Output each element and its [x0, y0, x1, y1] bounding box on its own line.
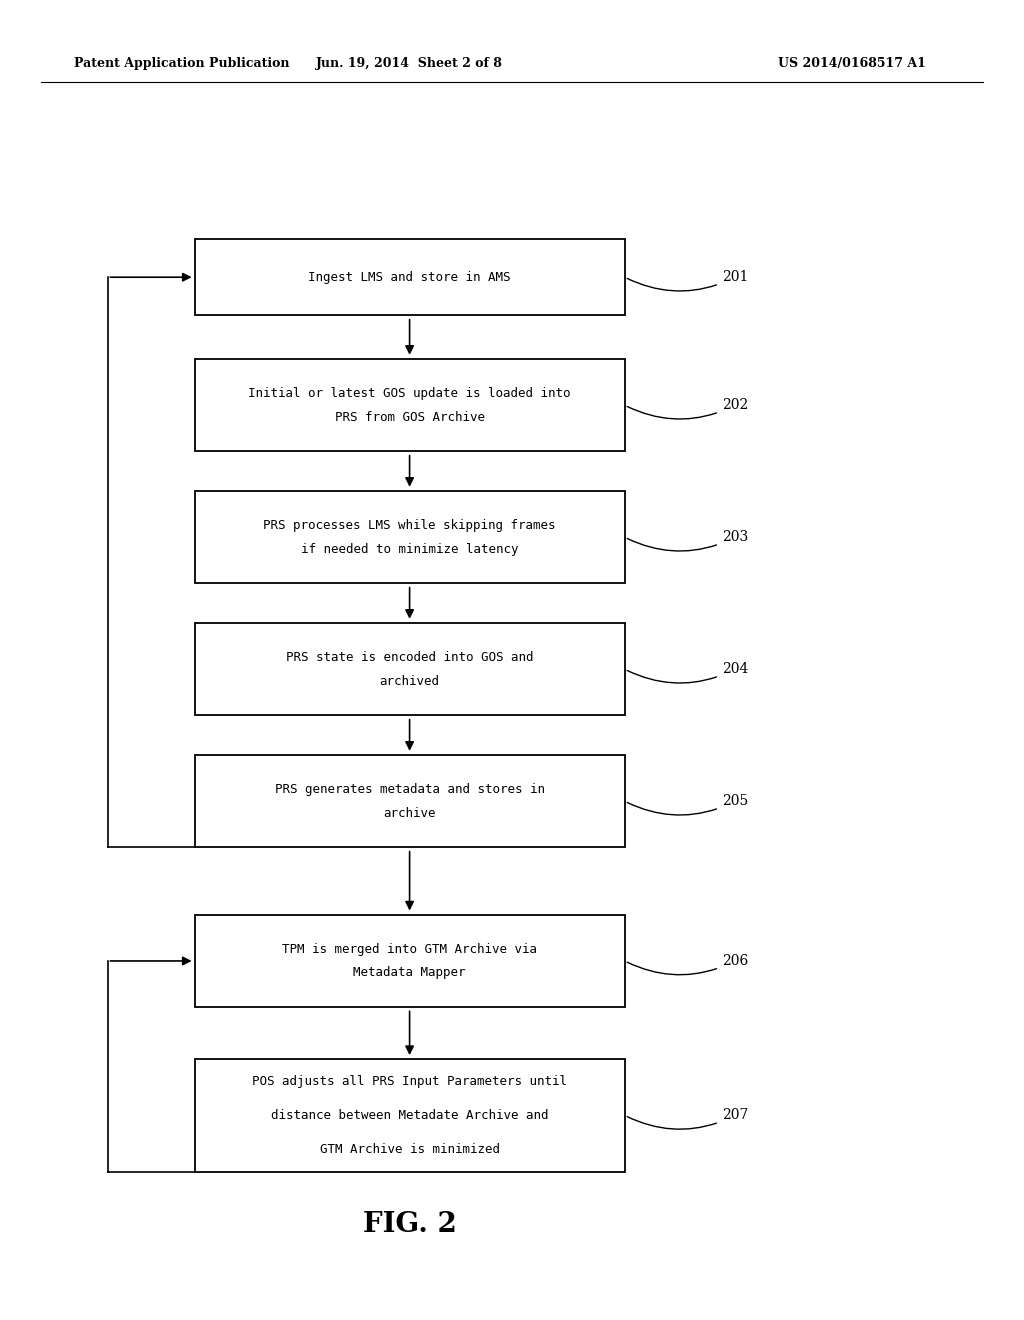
Text: Ingest LMS and store in AMS: Ingest LMS and store in AMS — [308, 271, 511, 284]
FancyBboxPatch shape — [195, 755, 625, 847]
Text: if needed to minimize latency: if needed to minimize latency — [301, 543, 518, 556]
Text: 205: 205 — [627, 795, 749, 814]
Text: FIG. 2: FIG. 2 — [362, 1212, 457, 1238]
Text: 201: 201 — [627, 271, 749, 290]
Text: 204: 204 — [627, 663, 749, 682]
Text: distance between Metadate Archive and: distance between Metadate Archive and — [271, 1109, 548, 1122]
Text: PRS generates metadata and stores in: PRS generates metadata and stores in — [274, 783, 545, 796]
FancyBboxPatch shape — [195, 623, 625, 715]
Text: PRS state is encoded into GOS and: PRS state is encoded into GOS and — [286, 651, 534, 664]
Text: POS adjusts all PRS Input Parameters until: POS adjusts all PRS Input Parameters unt… — [252, 1074, 567, 1088]
FancyBboxPatch shape — [195, 491, 625, 583]
Text: US 2014/0168517 A1: US 2014/0168517 A1 — [778, 57, 926, 70]
Text: TPM is merged into GTM Archive via: TPM is merged into GTM Archive via — [282, 942, 538, 956]
Text: Jun. 19, 2014  Sheet 2 of 8: Jun. 19, 2014 Sheet 2 of 8 — [316, 57, 503, 70]
Text: 202: 202 — [627, 399, 749, 418]
Text: PRS from GOS Archive: PRS from GOS Archive — [335, 411, 484, 424]
FancyBboxPatch shape — [195, 915, 625, 1007]
Text: GTM Archive is minimized: GTM Archive is minimized — [319, 1143, 500, 1156]
Text: 206: 206 — [627, 954, 749, 974]
Text: archive: archive — [383, 807, 436, 820]
FancyBboxPatch shape — [195, 359, 625, 451]
Text: Metadata Mapper: Metadata Mapper — [353, 966, 466, 979]
FancyBboxPatch shape — [195, 239, 625, 315]
Text: Initial or latest GOS update is loaded into: Initial or latest GOS update is loaded i… — [249, 387, 570, 400]
Text: PRS processes LMS while skipping frames: PRS processes LMS while skipping frames — [263, 519, 556, 532]
FancyBboxPatch shape — [195, 1059, 625, 1172]
Text: archived: archived — [380, 675, 439, 688]
Text: 207: 207 — [627, 1109, 749, 1129]
Text: 203: 203 — [627, 531, 749, 550]
Text: Patent Application Publication: Patent Application Publication — [74, 57, 289, 70]
